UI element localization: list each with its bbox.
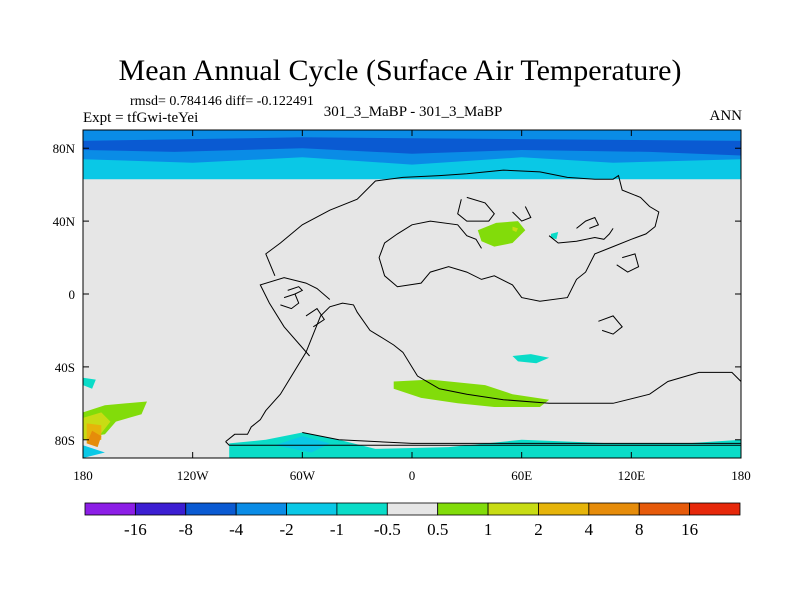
colorbar-label: 8 xyxy=(635,520,644,539)
coastline-6 xyxy=(512,206,532,222)
coastline-4 xyxy=(265,169,660,302)
colorbar-label: -8 xyxy=(179,520,193,539)
region-antarctic-coast-cool-2 xyxy=(274,436,330,453)
y-tick-label: 40N xyxy=(53,214,76,229)
colorbar-swatch xyxy=(588,502,640,516)
colorbar-label: 4 xyxy=(585,520,594,539)
colorbar-label: 2 xyxy=(534,520,543,539)
colorbar-swatch xyxy=(286,502,338,516)
x-tick-label: 0 xyxy=(409,468,416,483)
colorbar xyxy=(84,502,741,516)
y-axis-labels: 80N 40N 0 40S 80S xyxy=(53,141,76,448)
anomaly-regions xyxy=(83,130,741,458)
region-indian-ocean-cool xyxy=(512,354,550,364)
coastline-10 xyxy=(598,315,623,335)
colorbar-swatch xyxy=(689,502,741,516)
coastline-12 xyxy=(280,293,300,310)
expt-label: Expt = tfGwi-teYei xyxy=(83,110,199,126)
coastline-group xyxy=(225,169,741,446)
x-tick-label: 180 xyxy=(73,468,93,483)
region-arctic-band-strong xyxy=(83,137,741,156)
colorbar-swatch xyxy=(386,502,439,516)
region-antarctic-southwest-cool xyxy=(83,445,105,458)
coastline-1 xyxy=(225,441,741,446)
chart-title: Mean Annual Cycle (Surface Air Temperatu… xyxy=(118,54,682,87)
y-tick-label: 80S xyxy=(55,433,75,448)
coastline-9 xyxy=(576,216,600,229)
coastline-3 xyxy=(259,277,331,357)
region-south-pacific-warm-4 xyxy=(86,430,102,448)
colorbar-label: 1 xyxy=(484,520,493,539)
x-tick-label: 60E xyxy=(511,468,532,483)
map-base-fill xyxy=(83,130,741,458)
colorbar-swatch xyxy=(538,502,590,516)
colorbar-labels: -16 -8 -4 -2 -1 -0.5 0.5 1 2 4 8 16 xyxy=(124,520,698,539)
y-tick-label: 80N xyxy=(53,141,76,156)
x-tick-label: 180 xyxy=(731,468,751,483)
x-axis-labels: 180 120W 60W 0 60E 120E 180 xyxy=(73,468,751,483)
colorbar-swatch xyxy=(134,502,187,516)
coastline-7 xyxy=(548,228,614,244)
colorbar-label: -16 xyxy=(124,520,147,539)
colorbar-swatch xyxy=(185,502,237,516)
coastline-2 xyxy=(302,432,741,444)
x-tick-label: 120W xyxy=(177,468,210,483)
colorbar-label: -2 xyxy=(279,520,293,539)
case-label: 301_3_MaBP - 301_3_MaBP xyxy=(323,104,503,120)
colorbar-swatch xyxy=(336,502,388,516)
region-bering-cool xyxy=(550,232,559,240)
y-tick-label: 40S xyxy=(55,360,75,375)
x-tick-label: 120E xyxy=(618,468,646,483)
colorbar-swatch xyxy=(235,502,287,516)
y-tick-label: 0 xyxy=(69,287,76,302)
region-south-pacific-cool xyxy=(83,377,96,389)
coastline-5 xyxy=(457,196,495,222)
colorbar-swatch xyxy=(638,502,691,516)
colorbar-label: 0.5 xyxy=(427,520,448,539)
colorbar-label: 16 xyxy=(681,520,698,539)
stats-text: rmsd= 0.784146 diff= -0.122491 xyxy=(130,94,314,109)
colorbar-swatch xyxy=(437,502,489,516)
season-label: ANN xyxy=(709,108,743,124)
coastline-11 xyxy=(305,307,325,328)
x-tick-label: 60W xyxy=(290,468,316,483)
region-central-asia-warm-core xyxy=(512,226,518,232)
coastline-0 xyxy=(225,302,741,442)
colorbar-label: -4 xyxy=(229,520,244,539)
coastline-13 xyxy=(287,286,304,295)
map-background xyxy=(83,130,741,458)
colorbar-label: -0.5 xyxy=(374,520,401,539)
colorbar-swatch xyxy=(84,502,136,516)
axis-ticks xyxy=(82,130,742,458)
colorbar-swatch xyxy=(487,502,539,516)
coastline-8 xyxy=(616,253,640,273)
colorbar-label: -1 xyxy=(330,520,344,539)
